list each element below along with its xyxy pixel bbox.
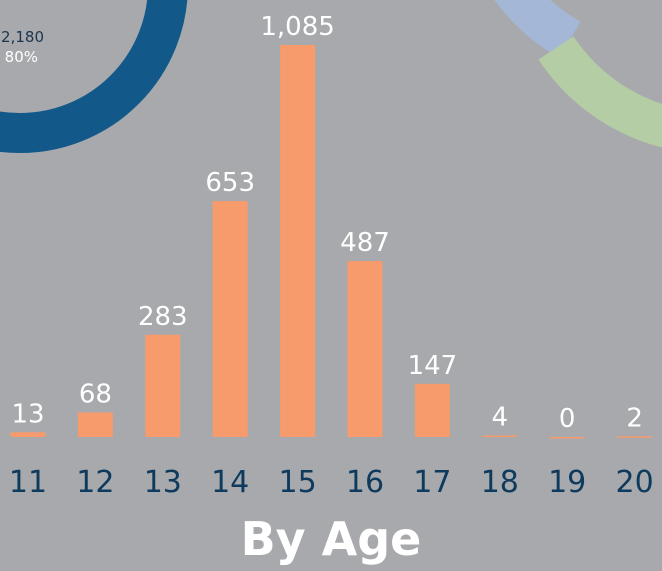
bar [617, 436, 653, 438]
chart-title: By Age [241, 512, 422, 566]
bar [212, 201, 248, 437]
x-tick-label: 16 [346, 465, 384, 500]
donut-left [0, 0, 188, 153]
data-label: 147 [408, 351, 458, 381]
x-tick-label: 13 [144, 465, 182, 500]
bar [10, 432, 46, 437]
x-tick-label: 20 [616, 465, 654, 500]
x-tick-label: 11 [9, 465, 47, 500]
donut-right-segment [538, 36, 662, 148]
data-label: 1,085 [260, 12, 334, 42]
data-label: 283 [138, 302, 188, 332]
x-tick-label: 14 [211, 465, 249, 500]
x-tick-label: 17 [413, 465, 451, 500]
data-label: 68 [79, 379, 112, 409]
x-tick-label: 12 [76, 465, 114, 500]
bar [549, 437, 585, 439]
annotation: 80% [5, 48, 38, 66]
data-label: 653 [205, 168, 255, 198]
bar [77, 412, 113, 437]
donut-right-segment [494, 0, 581, 59]
bar [414, 383, 450, 437]
x-tick-label: 19 [548, 465, 586, 500]
x-tick-label: 15 [279, 465, 317, 500]
annotation: 2,180 [1, 28, 44, 46]
bar [482, 435, 518, 438]
data-label: 487 [340, 228, 390, 258]
bar [145, 334, 181, 437]
x-tick-label: 18 [481, 465, 519, 500]
data-label: 4 [492, 403, 509, 433]
bar [347, 261, 383, 437]
data-label: 13 [11, 399, 44, 429]
data-label: 0 [559, 404, 576, 434]
data-label: 2 [626, 403, 643, 433]
bar [280, 45, 316, 437]
